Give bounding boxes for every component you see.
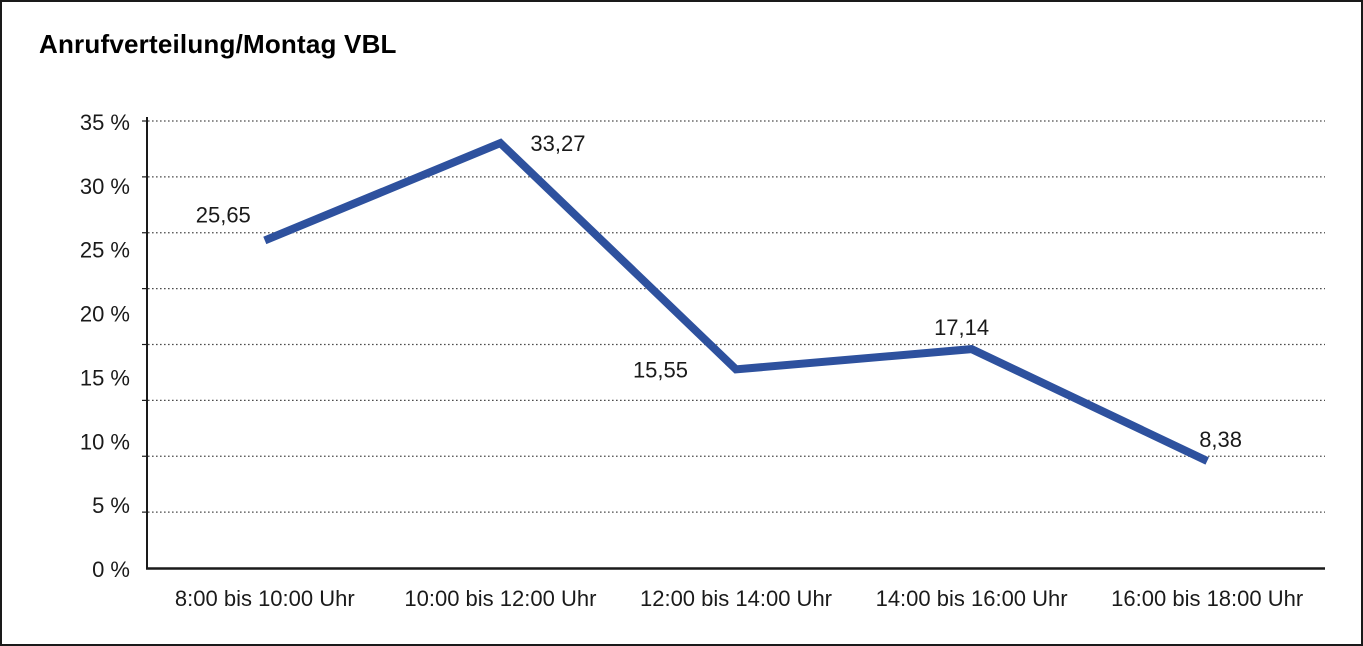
x-tick-label: 16:00 bis 18:00 Uhr <box>1111 586 1303 611</box>
series-line <box>263 138 1209 465</box>
y-tick-label: 30 % <box>80 174 130 199</box>
x-tick-label: 12:00 bis 14:00 Uhr <box>640 586 832 611</box>
y-tick-label: 25 % <box>80 238 130 263</box>
y-tick-label: 5 % <box>92 493 130 518</box>
y-tick-label: 35 % <box>80 110 130 135</box>
y-tick-label: 10 % <box>80 429 130 454</box>
x-tick-label: 8:00 bis 10:00 Uhr <box>175 586 355 611</box>
x-tick-label: 14:00 bis 16:00 Uhr <box>876 586 1068 611</box>
data-label: 17,14 <box>934 315 989 340</box>
data-label: 33,27 <box>530 131 585 156</box>
y-tick-label: 20 % <box>80 302 130 327</box>
chart-title: Anrufverteilung/Montag VBL <box>39 29 397 59</box>
x-tick-label: 10:00 bis 12:00 Uhr <box>404 586 596 611</box>
data-label: 8,38 <box>1199 427 1242 452</box>
y-tick-label: 0 % <box>92 557 130 582</box>
data-label: 25,65 <box>196 202 251 227</box>
data-label: 15,55 <box>633 357 688 382</box>
y-tick-label: 15 % <box>80 365 130 390</box>
